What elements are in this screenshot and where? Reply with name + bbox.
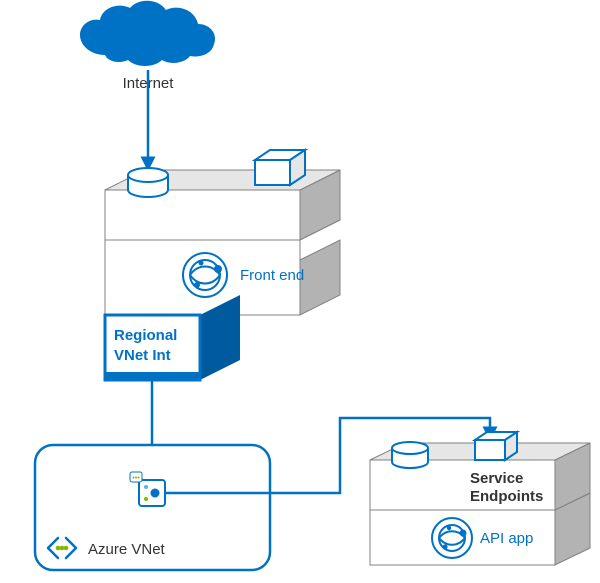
frontend-node: Front end <box>105 150 340 315</box>
api-app-icon <box>432 518 472 558</box>
api-app-node: Service Endpoints API app <box>370 432 590 565</box>
service-endpoints-cube-icon <box>475 432 517 460</box>
service-endpoints-label-2: Endpoints <box>470 488 543 505</box>
svg-text:•••: ••• <box>132 475 140 482</box>
frontend-cylinder-icon <box>128 168 168 197</box>
api-cylinder-icon <box>392 442 428 468</box>
vnet-int-label-2: VNet Int <box>114 347 171 364</box>
vnet-int-label-1: Regional <box>114 327 177 344</box>
architecture-diagram: Internet <box>0 0 600 583</box>
azure-vnet-label: Azure VNet <box>88 541 166 558</box>
frontend-label: Front end <box>240 267 304 284</box>
frontend-cube-icon <box>255 150 305 185</box>
service-endpoints-label-1: Service <box>470 470 523 487</box>
api-app-label: API app <box>480 530 533 547</box>
azure-vnet-node: ••• Azure VNet <box>35 445 270 570</box>
web-app-icon <box>183 253 227 297</box>
